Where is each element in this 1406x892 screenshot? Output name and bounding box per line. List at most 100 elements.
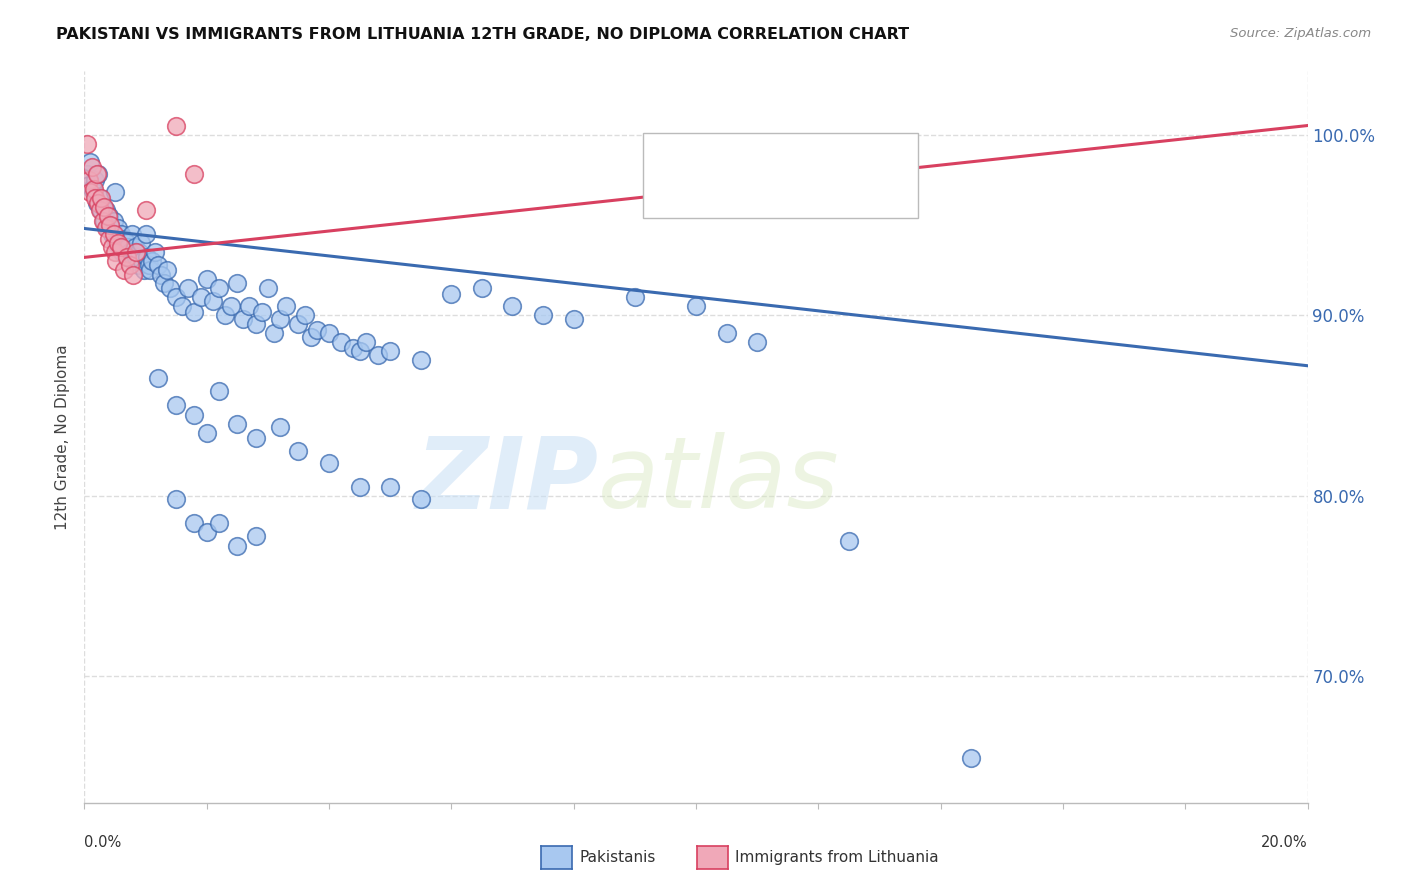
Point <box>94 203 117 218</box>
Point <box>141 254 163 268</box>
Point <box>134 263 156 277</box>
Point <box>112 263 135 277</box>
Point <box>165 399 187 413</box>
Point <box>97 209 120 223</box>
Point <box>124 239 146 253</box>
Point <box>91 200 114 214</box>
Point <box>269 420 291 434</box>
Point <box>104 186 127 200</box>
Point <box>342 341 364 355</box>
Point <box>108 239 131 253</box>
Point <box>83 186 105 200</box>
Point <box>93 200 115 214</box>
Point <box>90 191 112 205</box>
Point <box>89 191 111 205</box>
Point <box>87 167 110 181</box>
Point <box>84 191 107 205</box>
Point <box>120 258 142 272</box>
Point <box>165 290 187 304</box>
Point <box>318 326 340 341</box>
Point <box>127 258 149 272</box>
Point <box>105 235 128 250</box>
Point <box>135 203 157 218</box>
Point <box>245 431 267 445</box>
Point <box>219 299 242 313</box>
Y-axis label: 12th Grade, No Diploma: 12th Grade, No Diploma <box>55 344 70 530</box>
Text: N =: N = <box>825 150 862 168</box>
Point <box>121 227 143 241</box>
Point <box>125 251 148 265</box>
Point <box>409 492 432 507</box>
Point <box>208 384 231 398</box>
Point <box>76 167 98 181</box>
Point <box>305 323 328 337</box>
Point <box>86 196 108 211</box>
Point <box>208 281 231 295</box>
Point <box>156 263 179 277</box>
Point <box>98 218 121 232</box>
Point <box>117 239 139 253</box>
Point <box>349 344 371 359</box>
Point <box>80 182 103 196</box>
Point <box>87 196 110 211</box>
Point <box>269 311 291 326</box>
Point <box>107 221 129 235</box>
Text: -0.154: -0.154 <box>752 150 811 168</box>
Point <box>149 268 172 283</box>
Point <box>94 221 117 235</box>
Point <box>90 203 112 218</box>
Point <box>101 239 124 253</box>
Point <box>159 281 181 295</box>
Point <box>409 353 432 368</box>
Text: PAKISTANI VS IMMIGRANTS FROM LITHUANIA 12TH GRADE, NO DIPLOMA CORRELATION CHART: PAKISTANI VS IMMIGRANTS FROM LITHUANIA 1… <box>56 27 910 42</box>
Text: Immigrants from Lithuania: Immigrants from Lithuania <box>735 850 939 864</box>
Point <box>245 317 267 331</box>
Point <box>83 182 105 196</box>
Point <box>380 480 402 494</box>
Point <box>97 221 120 235</box>
Point <box>77 172 100 186</box>
Point <box>122 268 145 283</box>
Point <box>226 539 249 553</box>
Point <box>129 235 152 250</box>
Point <box>195 272 218 286</box>
Point <box>276 299 298 313</box>
Point <box>257 281 280 295</box>
Text: atlas: atlas <box>598 433 839 530</box>
Point <box>685 299 707 313</box>
Point <box>97 209 120 223</box>
Point <box>98 218 121 232</box>
Point <box>226 276 249 290</box>
Text: N =: N = <box>825 188 862 206</box>
Point <box>165 492 187 507</box>
Point <box>195 524 218 539</box>
Point <box>128 244 150 259</box>
Point <box>183 408 205 422</box>
Point <box>195 425 218 440</box>
Point <box>105 254 128 268</box>
Point <box>960 750 983 764</box>
Text: 103: 103 <box>872 150 907 168</box>
Point <box>97 232 120 246</box>
Point <box>79 154 101 169</box>
Point <box>93 214 115 228</box>
Point <box>440 286 463 301</box>
Text: Pakistanis: Pakistanis <box>579 850 655 864</box>
Point <box>238 299 260 313</box>
Point <box>122 254 145 268</box>
Point <box>232 311 254 326</box>
Text: R =: R = <box>706 188 742 206</box>
Point <box>125 244 148 259</box>
Point <box>76 136 98 151</box>
Point <box>111 244 134 259</box>
Point <box>135 251 157 265</box>
Point <box>502 299 524 313</box>
Point <box>79 186 101 200</box>
Point <box>165 119 187 133</box>
Point <box>245 528 267 542</box>
Point <box>226 417 249 431</box>
Point <box>80 160 103 174</box>
Point <box>183 167 205 181</box>
Point <box>380 344 402 359</box>
Point <box>294 308 316 322</box>
